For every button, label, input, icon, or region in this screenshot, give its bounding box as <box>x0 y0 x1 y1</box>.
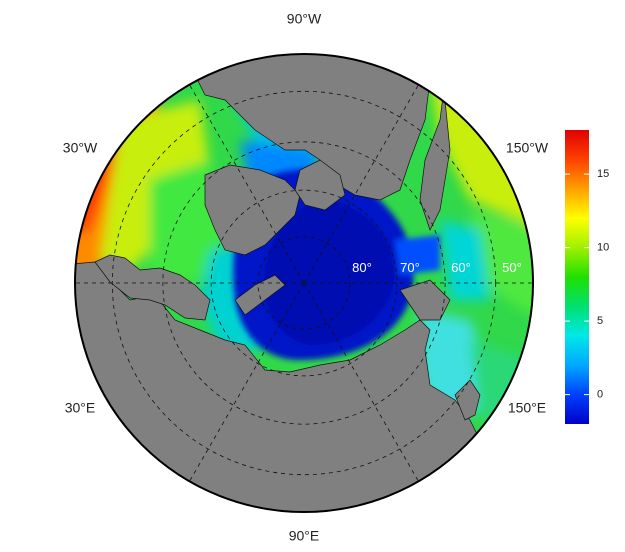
colorbar-tick-label: 15 <box>597 168 609 180</box>
land-novaya-zemlya <box>234 274 286 316</box>
colorbar-tick-label: 5 <box>597 315 603 327</box>
land-greenland <box>204 164 301 256</box>
longitude-label: 30°E <box>65 400 96 416</box>
latitude-label: 60° <box>451 260 471 275</box>
meridian <box>303 282 419 482</box>
latitude-label: 50° <box>502 260 522 275</box>
longitude-label: 90°W <box>287 11 322 27</box>
land-scandinavia <box>94 254 211 321</box>
longitude-label: 150°W <box>506 140 549 156</box>
meridian <box>189 84 305 284</box>
longitude-label: 30°W <box>63 140 98 156</box>
colorbar-tick-label: 0 <box>597 389 603 401</box>
land-arctic-islands <box>294 159 346 211</box>
meridian <box>189 282 305 482</box>
map-disc <box>75 54 533 512</box>
parallel-60 <box>162 141 446 425</box>
colorbar-ticks: 0 5 10 15 <box>565 168 609 401</box>
longitude-label: 150°E <box>508 400 546 416</box>
parallel-70 <box>210 189 398 377</box>
longitude-label: 90°E <box>289 528 320 544</box>
land-masses <box>75 54 521 512</box>
land-alaska <box>419 79 451 231</box>
meridian <box>303 84 419 284</box>
parallel-80 <box>257 236 351 330</box>
latitude-label: 70° <box>400 260 420 275</box>
latitude-labels: 80° 70° 60° 50° <box>352 260 522 275</box>
land-chukotka <box>399 279 451 321</box>
parallel-50 <box>111 90 497 476</box>
longitude-labels: 90°W 150°W 150°E 90°E 30°E 30°W <box>63 11 549 544</box>
graticule <box>75 84 533 482</box>
colorbar-tick-label: 10 <box>597 242 609 254</box>
colorbar-bar <box>565 130 589 424</box>
map-border <box>74 53 534 513</box>
latitude-label: 80° <box>352 260 372 275</box>
colorbar: 0 5 10 15 <box>565 130 609 424</box>
